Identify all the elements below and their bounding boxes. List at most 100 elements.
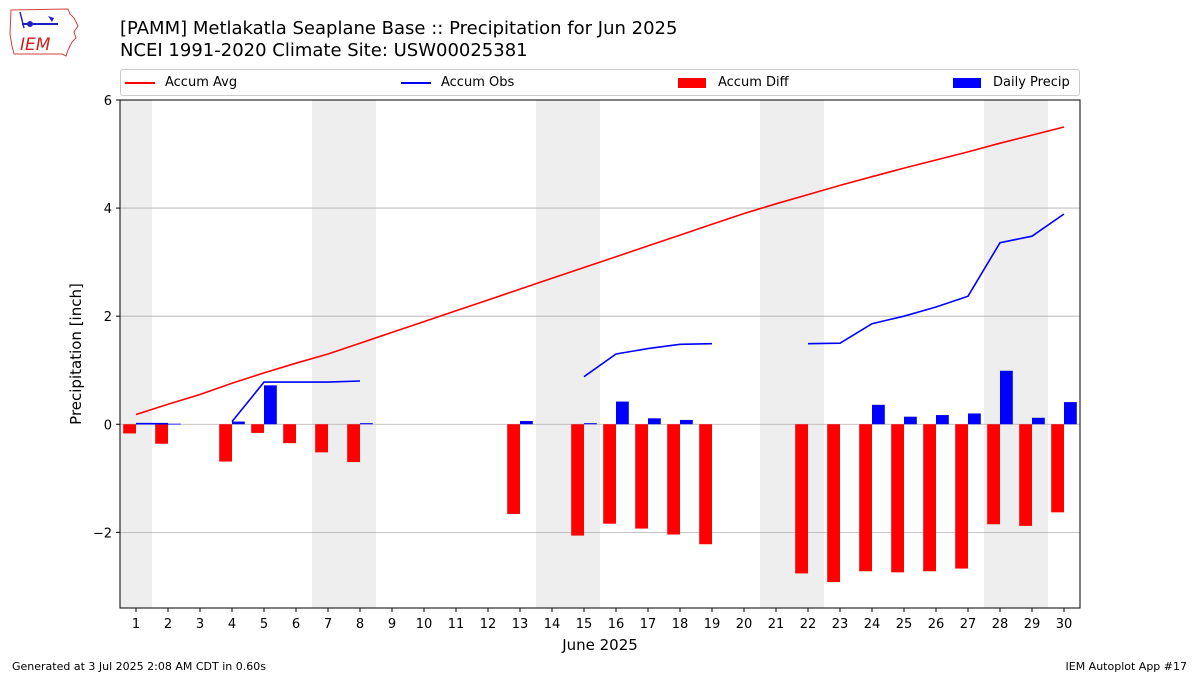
wind-cup-icon — [48, 16, 54, 22]
daily-precip-bar — [1000, 370, 1013, 425]
daily-precip-bar — [584, 423, 597, 425]
app-credit: IEM Autoplot App #17 — [1065, 660, 1188, 673]
daily-precip-bar — [968, 413, 981, 425]
x-tick-label: 13 — [512, 617, 529, 632]
iem-logo: IEM — [9, 8, 79, 57]
weekend-band — [984, 100, 1048, 608]
accum-diff-bar — [699, 424, 712, 545]
generated-timestamp: Generated at 3 Jul 2025 2:08 AM CDT in 0… — [12, 660, 266, 673]
x-tick-label: 18 — [672, 617, 689, 632]
x-tick-label: 11 — [448, 617, 465, 632]
x-tick-label: 3 — [196, 617, 204, 632]
daily-precip-bar — [872, 404, 885, 425]
daily-precip-bar — [232, 421, 245, 425]
accum-diff-bar — [347, 424, 360, 463]
accum-diff-bar — [827, 424, 840, 583]
x-tick-label: 29 — [1024, 617, 1041, 632]
accum-diff-bar — [795, 424, 808, 574]
x-tick-label: 5 — [260, 617, 268, 632]
accum-diff-bar — [155, 424, 168, 444]
accum-diff-bar — [987, 424, 1000, 525]
daily-precip-bar — [1032, 417, 1045, 425]
x-tick-label: 7 — [324, 617, 332, 632]
legend-item-daily-precip: Daily Precip — [953, 70, 1070, 95]
x-tick-label: 2 — [164, 617, 172, 632]
x-tick-label: 16 — [608, 617, 625, 632]
daily-precip-bar — [264, 385, 277, 425]
daily-precip-bar — [616, 401, 629, 425]
x-tick-label: 15 — [576, 617, 593, 632]
y-tick-label: 4 — [104, 202, 112, 217]
daily-precip-bar — [904, 416, 917, 425]
accum-diff-bar — [507, 424, 520, 514]
accum-diff-bar — [219, 424, 232, 462]
accum-diff-bar — [667, 424, 680, 535]
accum-obs-line — [231, 380, 361, 423]
y-tick-label: 0 — [104, 418, 112, 433]
legend: Accum Avg Accum Obs Accum Diff Daily Pre… — [120, 69, 1080, 96]
accum-diff-bar — [955, 424, 968, 569]
legend-swatch-accum-diff — [678, 77, 706, 88]
legend-label: Daily Precip — [993, 75, 1070, 90]
accum-diff-bar — [859, 424, 872, 572]
weather-dot-icon — [27, 21, 33, 27]
accum-diff-bar — [891, 424, 904, 573]
x-tick-label: 9 — [388, 617, 396, 632]
x-tick-label: 22 — [800, 617, 817, 632]
legend-swatch-daily-precip — [953, 77, 981, 88]
x-tick-label: 24 — [864, 617, 881, 632]
daily-precip-bar — [680, 419, 693, 425]
accum-diff-bar — [571, 424, 584, 536]
accum-avg-line — [135, 126, 1065, 416]
x-tick-label: 10 — [416, 617, 433, 632]
daily-precip-bar — [648, 418, 661, 425]
x-tick-label: 28 — [992, 617, 1009, 632]
accum-diff-bar — [923, 424, 936, 572]
x-tick-label: 6 — [292, 617, 300, 632]
x-axis-label: June 2025 — [561, 636, 638, 654]
y-tick-label: 6 — [104, 94, 112, 109]
weekend-band — [760, 100, 824, 608]
daily-precip-bar — [360, 423, 373, 425]
x-tick-label: 12 — [480, 617, 497, 632]
y-axis-label: Precipitation [inch] — [67, 283, 85, 425]
legend-label: Accum Diff — [718, 75, 789, 90]
x-tick-label: 17 — [640, 617, 657, 632]
x-tick-label: 1 — [132, 617, 140, 632]
accum-diff-bar — [123, 424, 136, 434]
x-tick-label: 21 — [768, 617, 785, 632]
chart-title: [PAMM] Metlakatla Seaplane Base :: Preci… — [120, 18, 678, 39]
x-tick-label: 25 — [896, 617, 913, 632]
y-tick-label: 2 — [104, 310, 112, 325]
x-tick-label: 27 — [960, 617, 977, 632]
iowa-state-outline — [9, 8, 79, 57]
accum-diff-bar — [1019, 424, 1032, 526]
daily-precip-bar — [520, 421, 533, 425]
daily-precip-bar — [168, 423, 181, 425]
plot-frame — [119, 99, 1081, 609]
x-tick-label: 4 — [228, 617, 236, 632]
accum-diff-bar — [315, 424, 328, 453]
legend-item-accum-diff: Accum Diff — [678, 70, 789, 95]
logo-text: IEM — [20, 35, 51, 55]
legend-item-accum-obs: Accum Obs — [401, 70, 514, 95]
accum-diff-bar — [283, 424, 296, 444]
x-tick-label: 20 — [736, 617, 753, 632]
accum-obs-line — [583, 342, 713, 378]
daily-precip-bar — [936, 415, 949, 425]
x-tick-label: 26 — [928, 617, 945, 632]
wind-post-icon — [19, 11, 25, 29]
y-tick-label: −2 — [93, 526, 112, 541]
x-tick-label: 8 — [356, 617, 364, 632]
accum-obs-line — [807, 213, 1065, 345]
daily-precip-bar — [1064, 402, 1077, 425]
accum-diff-bar — [251, 424, 264, 433]
x-tick-label: 19 — [704, 617, 721, 632]
legend-label: Accum Avg — [165, 75, 238, 90]
weekend-band — [120, 100, 152, 608]
legend-swatch-accum-obs — [401, 81, 431, 84]
chart-subtitle: NCEI 1991-2020 Climate Site: USW00025381 — [120, 40, 528, 61]
accum-diff-bar — [635, 424, 648, 529]
x-tick-label: 14 — [544, 617, 561, 632]
